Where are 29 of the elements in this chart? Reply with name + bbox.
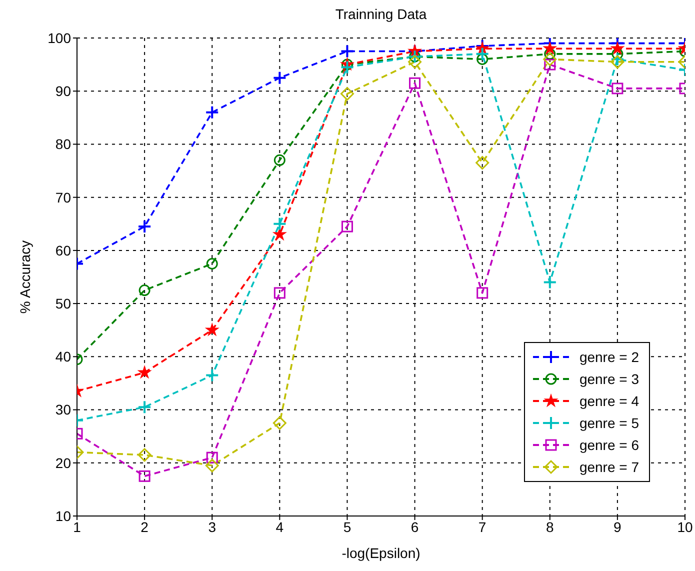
x-tick-label: 4	[276, 518, 284, 535]
y-tick-label: 60	[55, 242, 72, 258]
x-axis-title: -log(Epsilon)	[342, 545, 420, 561]
y-tick-label: 40	[55, 348, 72, 365]
y-tick-label: 10	[55, 508, 72, 524]
x-tick-label: 9	[614, 518, 622, 535]
x-tick-label: 3	[208, 518, 216, 535]
y-tick-label: 70	[55, 189, 72, 206]
y-tick-label: 30	[55, 402, 72, 418]
x-tick-label: 2	[140, 518, 149, 535]
legend-label: genre = 3	[579, 371, 639, 387]
x-tick-label: 10	[677, 518, 693, 535]
legend-label: genre = 5	[579, 415, 639, 431]
y-tick-label: 50	[55, 296, 72, 312]
chart-title: Trainning Data	[334, 6, 428, 22]
x-tick-label: 7	[478, 518, 486, 535]
y-tick-label: 80	[55, 136, 72, 152]
y-tick-label: 90	[55, 83, 72, 100]
x-tick-label: 6	[410, 518, 419, 535]
y-tick-label: 20	[55, 454, 72, 471]
x-tick-label: 1	[73, 518, 82, 535]
legend-label: genre = 6	[579, 437, 639, 453]
legend-label: genre = 4	[579, 393, 639, 409]
y-tick-label: 100	[48, 30, 72, 46]
x-tick-label: 5	[343, 518, 352, 535]
legend-label: genre = 7	[579, 459, 639, 475]
legend-label: genre = 2	[579, 349, 639, 365]
x-tick-label: 8	[546, 518, 554, 535]
y-axis-title: % Accuracy	[16, 240, 33, 314]
